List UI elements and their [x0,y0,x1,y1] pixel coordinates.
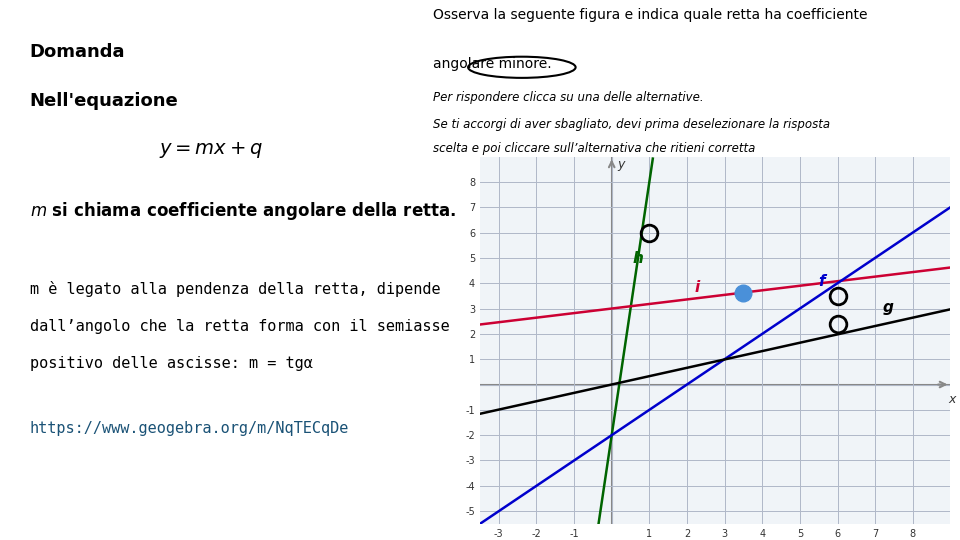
Text: angolare minore.: angolare minore. [433,57,552,71]
Text: $\it{m}$ si chiama coefficiente angolare della retta.: $\it{m}$ si chiama coefficiente angolare… [30,200,456,222]
Text: m è legato alla pendenza della retta, dipende: m è legato alla pendenza della retta, di… [30,281,441,297]
Text: i: i [694,280,700,295]
Text: Domanda: Domanda [30,43,125,61]
Text: positivo delle ascisse: m = tgα: positivo delle ascisse: m = tgα [30,356,312,372]
Text: scelta e poi cliccare sull’alternativa che ritieni corretta: scelta e poi cliccare sull’alternativa c… [433,142,756,155]
Text: Per rispondere clicca su una delle alternative.: Per rispondere clicca su una delle alter… [433,91,704,104]
Text: y: y [617,158,625,171]
Text: Nell'equazione: Nell'equazione [30,92,179,110]
Text: Osserva la seguente figura e indica quale retta ha coefficiente: Osserva la seguente figura e indica qual… [433,8,868,22]
Text: h: h [633,251,643,266]
Text: $y = mx + q$: $y = mx + q$ [159,140,263,160]
Text: x: x [948,393,956,407]
Text: https://www.geogebra.org/m/NqTECqDe: https://www.geogebra.org/m/NqTECqDe [30,421,348,436]
Text: f: f [819,274,826,289]
Text: Se ti accorgi di aver sbagliato, devi prima deselezionare la risposta: Se ti accorgi di aver sbagliato, devi pr… [433,118,830,131]
Text: g: g [882,300,894,315]
Text: dall’angolo che la retta forma con il semiasse: dall’angolo che la retta forma con il se… [30,319,449,334]
